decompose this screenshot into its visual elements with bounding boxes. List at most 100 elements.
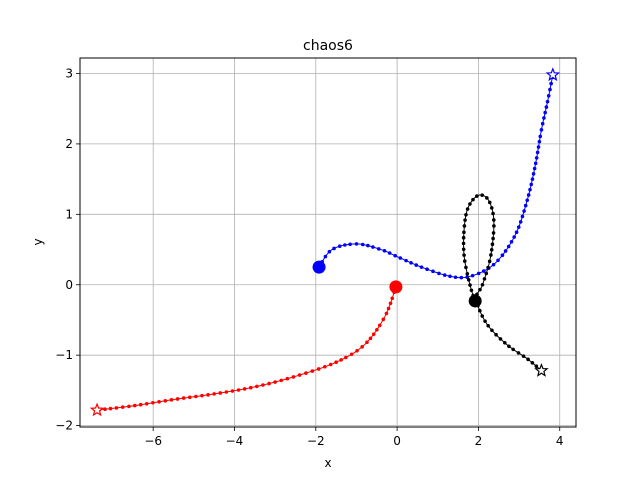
trajectory-point <box>462 259 467 263</box>
trajectory-line <box>97 286 397 411</box>
trajectory-point <box>212 392 216 396</box>
trajectory-point <box>360 345 364 349</box>
trajectory-point <box>230 389 235 393</box>
trajectory-point <box>291 375 296 379</box>
trajectory-point <box>532 166 537 171</box>
trajectory-point <box>194 394 198 399</box>
trajectory-point <box>483 319 487 323</box>
trajectory-point <box>478 308 482 313</box>
trajectory-point <box>498 337 503 341</box>
trajectory-point <box>224 390 229 394</box>
trajectory-point <box>537 139 542 144</box>
trajectory-point <box>462 253 466 257</box>
trajectory-point <box>431 269 435 274</box>
trajectory-point <box>489 253 493 257</box>
trajectory-point <box>512 235 516 239</box>
trajectory-point <box>236 388 241 392</box>
start-marker <box>468 294 482 308</box>
trajectory-point <box>354 242 359 246</box>
trajectory-point <box>475 194 479 198</box>
trajectory-point <box>461 241 466 246</box>
trajectory-point <box>376 247 381 251</box>
trajectory-point <box>425 267 429 272</box>
trajectory-point <box>518 220 523 224</box>
trajectory-point <box>248 385 253 390</box>
trajectory-point <box>461 247 466 252</box>
start-marker <box>389 280 403 294</box>
trajectory-2 <box>89 280 403 417</box>
trajectory-point <box>297 373 302 377</box>
trajectory-point <box>462 230 466 235</box>
trajectory-point <box>337 244 342 249</box>
trajectory-point <box>323 365 327 369</box>
x-axis-label: x <box>324 456 331 470</box>
trajectory-point <box>273 380 277 384</box>
trajectory-point <box>187 395 192 400</box>
trajectory-point <box>304 371 308 375</box>
trajectory-point <box>476 271 481 276</box>
axis-ticks: −6 −4 −2 0 2 4 −2 −1 0 1 2 3 <box>55 66 563 448</box>
trajectory-point <box>206 393 210 397</box>
trajectory-point <box>511 347 515 352</box>
trajectory-point <box>328 362 333 367</box>
grid <box>80 58 576 427</box>
start-marker <box>312 260 326 274</box>
trajectory-point <box>360 242 365 247</box>
trajectory-point <box>169 398 174 402</box>
trajectory-point <box>448 274 452 279</box>
plot-frame <box>79 57 577 428</box>
trajectory-point <box>485 196 489 200</box>
trajectory-point <box>492 224 496 228</box>
trajectory-1 <box>312 67 561 280</box>
trajectory-line <box>463 194 542 372</box>
x-tick-label: 4 <box>556 434 564 448</box>
trajectory-point <box>535 150 540 155</box>
trajectory-point <box>348 242 352 247</box>
trajectory-point <box>529 182 534 187</box>
trajectory-point <box>388 301 393 306</box>
trajectory-point <box>255 384 259 389</box>
trajectory-point <box>525 198 530 203</box>
trajectory-point <box>542 116 546 120</box>
trajectory-point <box>463 218 467 222</box>
trajectory-point <box>514 230 519 235</box>
trajectory-point <box>157 399 161 404</box>
trajectory-point <box>200 393 204 398</box>
trajectory-point <box>491 211 495 216</box>
trajectory-point <box>491 236 495 241</box>
trajectory-point <box>442 273 447 277</box>
trajectory-point <box>469 288 474 293</box>
trajectory-point <box>540 121 545 126</box>
trajectory-point <box>507 344 511 349</box>
trajectory-point <box>482 277 487 281</box>
trajectory-point <box>539 128 544 132</box>
trajectory-point <box>503 249 508 253</box>
trajectory-point <box>334 360 338 365</box>
trajectory-point <box>538 134 543 139</box>
trajectory-point <box>471 197 475 202</box>
trajectory-point <box>490 328 494 333</box>
trajectory-point <box>163 398 168 403</box>
trajectory-point <box>478 287 482 292</box>
series-layer <box>89 67 561 417</box>
trajectory-point <box>506 244 511 249</box>
end-star-marker <box>89 402 105 417</box>
trajectory-point <box>500 253 505 257</box>
trajectory-point <box>530 177 535 181</box>
trajectory-point <box>132 403 137 408</box>
x-tick-label: −2 <box>307 434 325 448</box>
trajectory-point <box>522 209 526 213</box>
trajectory-point <box>521 354 526 358</box>
trajectory-point <box>494 332 498 337</box>
trajectory-point <box>355 348 359 353</box>
y-tick-label: 2 <box>65 137 73 151</box>
trajectory-point <box>371 245 375 249</box>
trajectory-point <box>530 361 535 365</box>
trajectory-point <box>175 397 180 401</box>
trajectory-point <box>453 275 458 280</box>
trajectory-point <box>470 273 475 278</box>
trajectory-point <box>387 251 392 255</box>
trajectory-point <box>487 200 492 205</box>
trajectory-point <box>368 336 373 341</box>
trajectory-point <box>398 256 403 260</box>
